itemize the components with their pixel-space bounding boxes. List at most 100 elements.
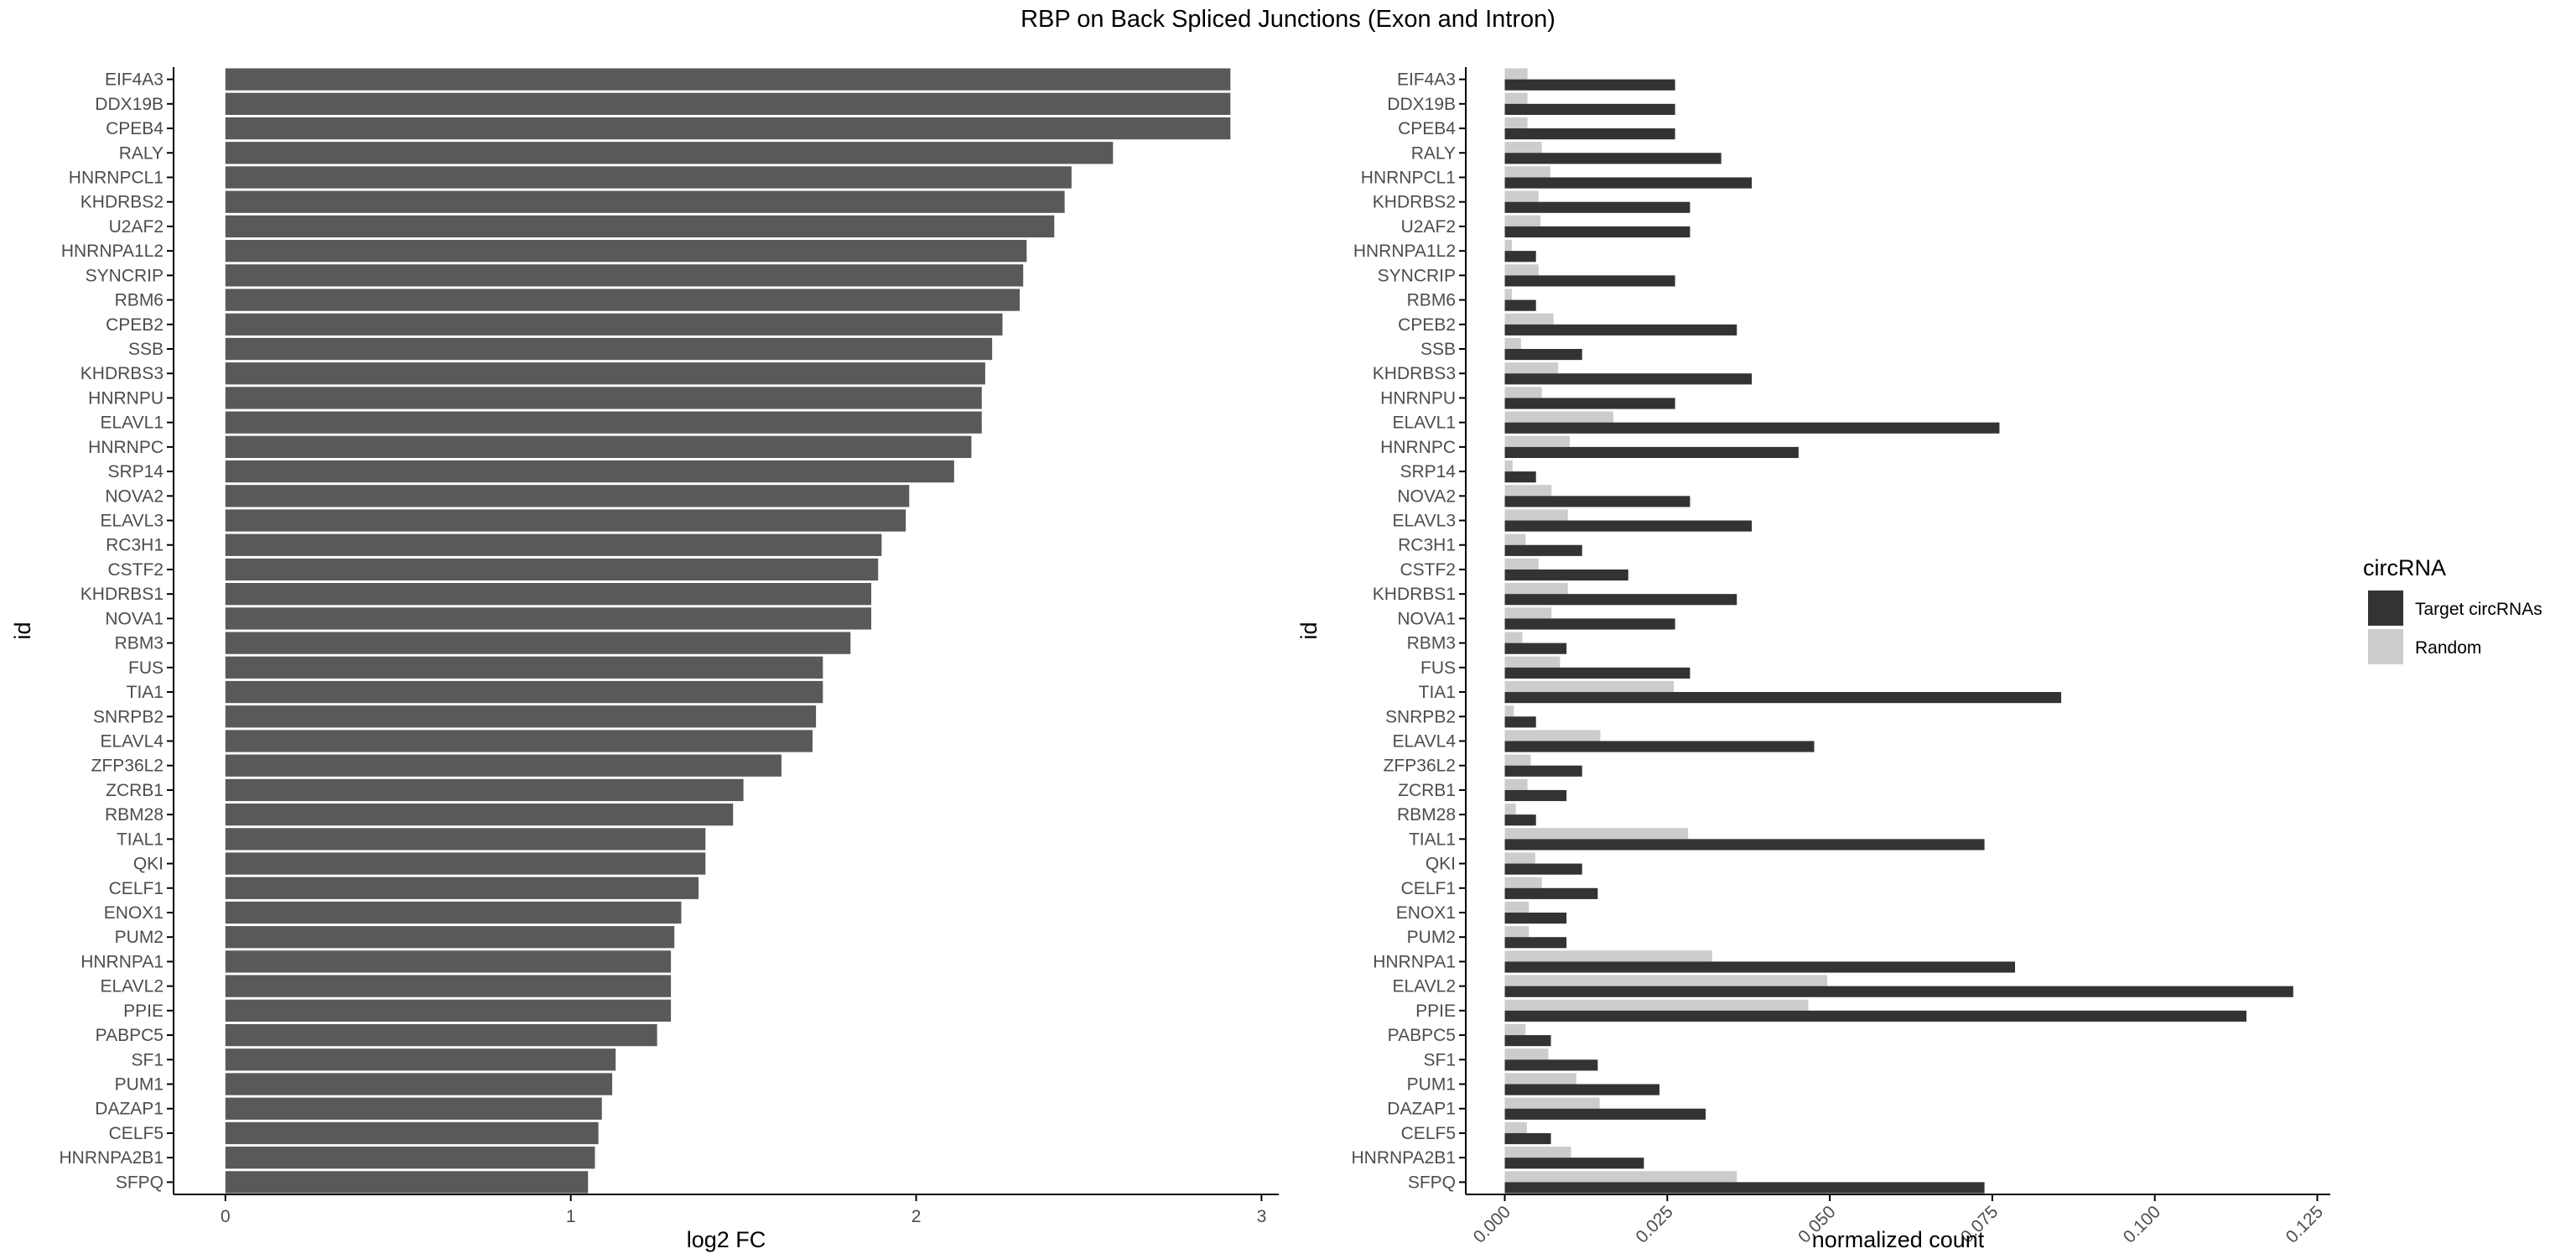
bar-target: [1504, 937, 1567, 949]
y-tick-label: RBM3: [115, 634, 164, 653]
y-tick-label: EIF4A3: [105, 70, 164, 90]
bar: [225, 583, 871, 606]
y-tick-label: FUS: [128, 658, 164, 678]
x-tick-label: 3: [1257, 1207, 1267, 1226]
bar: [225, 950, 672, 973]
y-tick-label: NOVA2: [1397, 486, 1456, 506]
bar-random: [1504, 632, 1523, 643]
bar: [225, 337, 993, 361]
bar-target: [1504, 1108, 1706, 1120]
y-tick-label: TIA1: [1419, 683, 1456, 702]
bar-random: [1504, 1147, 1571, 1158]
y-tick-label: KHDRBS1: [80, 585, 164, 604]
y-tick-label: PABPC5: [96, 1026, 164, 1045]
bar-target: [1504, 446, 1799, 459]
y-tick-label: RBM28: [1397, 805, 1456, 825]
bar-target: [1504, 716, 1536, 728]
y-tick-label: RBM28: [105, 805, 164, 825]
x-tick-label: 0.100: [2120, 1202, 2164, 1246]
bar-target: [1504, 79, 1675, 91]
y-tick-label: ZCRB1: [1398, 781, 1456, 800]
bar-target: [1504, 299, 1536, 311]
y-tick-label: PPIE: [1415, 1001, 1456, 1021]
y-tick-label: ELAVL1: [1393, 414, 1457, 433]
bar-target: [1504, 887, 1598, 899]
bar: [225, 190, 1065, 213]
bar-random: [1504, 1023, 1526, 1036]
y-tick-label: CPEB4: [106, 119, 164, 138]
bar-random: [1504, 142, 1542, 153]
bar-random: [1504, 190, 1539, 202]
bar-random: [1504, 852, 1535, 864]
y-tick-label: DDX19B: [1387, 95, 1456, 114]
bar-random: [1504, 239, 1513, 252]
bar: [225, 778, 744, 802]
y-tick-label: CELF1: [1401, 879, 1456, 898]
bar: [225, 313, 1003, 336]
x-axis-title: log2 FC: [687, 1227, 766, 1252]
y-tick-label: ELAVL2: [101, 977, 164, 996]
bar: [225, 803, 734, 826]
y-tick-label: TIAL1: [1409, 830, 1456, 849]
y-tick-label: PPIE: [123, 1001, 164, 1021]
bar: [225, 460, 954, 483]
bar-target: [1504, 1158, 1644, 1169]
bar-target: [1504, 618, 1675, 630]
y-tick-label: CELF5: [109, 1124, 164, 1143]
y-tick-label: ZCRB1: [106, 781, 164, 800]
y-tick-label: SYNCRIP: [1378, 266, 1456, 285]
bar-target: [1504, 153, 1722, 164]
y-tick-label: HNRNPC: [1380, 438, 1456, 457]
y-tick-label: U2AF2: [1401, 217, 1456, 237]
bar-random: [1504, 289, 1513, 300]
bar-random: [1504, 92, 1528, 104]
bar-target: [1504, 814, 1536, 826]
y-tick-label: ZFP36L2: [91, 757, 164, 776]
x-tick-label: 2: [911, 1207, 922, 1226]
bar-random: [1504, 1171, 1737, 1183]
bar-random: [1504, 754, 1531, 766]
bar: [225, 1171, 589, 1194]
bar: [225, 607, 871, 630]
bar-target: [1504, 1035, 1551, 1047]
x-tick-label: 1: [566, 1207, 576, 1226]
y-tick-label: SFPQ: [116, 1173, 164, 1192]
y-tick-label: NOVA1: [1397, 609, 1456, 628]
bar: [225, 705, 817, 728]
y-tick-label: SSB: [128, 340, 164, 359]
y-tick-label: NOVA1: [105, 609, 164, 628]
bar-random: [1504, 975, 1828, 986]
bar-target: [1504, 1010, 2247, 1022]
bar-random: [1504, 435, 1571, 447]
y-tick-label: SSB: [1420, 340, 1456, 359]
bar-target: [1504, 667, 1690, 679]
bar-target: [1504, 128, 1675, 140]
bar-random: [1504, 803, 1516, 815]
bar-target: [1504, 275, 1675, 287]
y-tick-label: CSTF2: [1400, 560, 1456, 580]
y-tick-label: PUM2: [115, 928, 164, 947]
bar: [225, 926, 675, 949]
y-tick-label: RBM6: [115, 291, 164, 310]
bar-random: [1504, 387, 1542, 398]
y-tick-label: HNRNPC: [88, 438, 164, 457]
bar-target: [1504, 1059, 1598, 1071]
bar-target: [1504, 373, 1753, 385]
bar: [225, 754, 782, 777]
bar-random: [1504, 509, 1568, 521]
y-tick-label: KHDRBS1: [1373, 585, 1456, 604]
bar: [225, 264, 1024, 287]
y-tick-label: SNRPB2: [1385, 707, 1456, 726]
bar-target: [1504, 986, 2293, 997]
y-tick-label: HNRNPA1L2: [1353, 242, 1456, 261]
bar-random: [1504, 411, 1613, 423]
x-tick-label: 0.000: [1470, 1202, 1514, 1246]
y-tick-label: HNRNPU: [88, 388, 164, 408]
bar-random: [1504, 1121, 1527, 1133]
y-tick-label: ENOX1: [1396, 903, 1456, 923]
y-tick-label: CSTF2: [107, 560, 164, 580]
bar-random: [1504, 264, 1539, 276]
bar-target: [1504, 839, 1985, 851]
bar-random: [1504, 337, 1521, 349]
